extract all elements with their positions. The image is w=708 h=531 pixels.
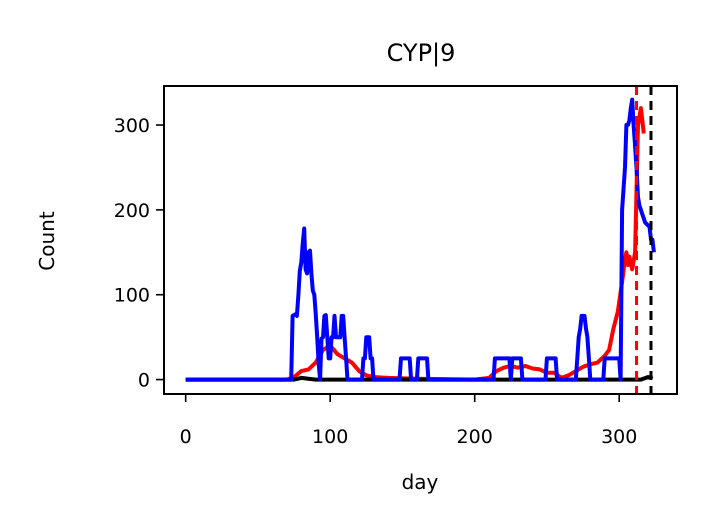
x-axis: 0 100 200 300 (180, 394, 637, 448)
y-axis: 0 100 200 300 (114, 115, 164, 392)
x-tick-label: 0 (180, 426, 192, 448)
y-tick-label: 100 (114, 285, 150, 307)
y-tick-label: 0 (138, 370, 150, 392)
series-line-blue (185, 97, 656, 382)
x-tick-label: 100 (312, 426, 348, 448)
chart-title: CYP|9 (387, 39, 456, 67)
y-tick-label: 200 (114, 200, 150, 222)
series-line-red (185, 106, 646, 382)
x-tick-label: 200 (457, 426, 493, 448)
y-tick-label: 300 (114, 115, 150, 137)
plot-area (185, 86, 656, 394)
plot-frame (163, 85, 678, 395)
x-axis-label: day (402, 470, 439, 494)
x-tick-label: 300 (601, 426, 637, 448)
y-axis-label: Count (35, 211, 59, 271)
